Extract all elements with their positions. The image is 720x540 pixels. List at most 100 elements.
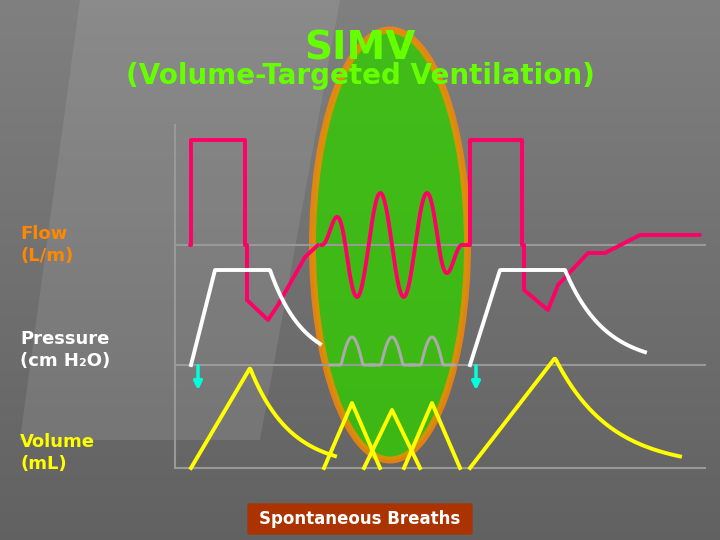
- Bar: [0, 336, 720, 340]
- Bar: [0, 342, 720, 346]
- Ellipse shape: [312, 30, 467, 460]
- Bar: [0, 488, 720, 491]
- Bar: [0, 355, 720, 359]
- Bar: [0, 123, 720, 127]
- Bar: [0, 388, 720, 392]
- Bar: [0, 396, 720, 400]
- Bar: [0, 436, 720, 440]
- Bar: [0, 309, 720, 313]
- Bar: [0, 374, 720, 378]
- Bar: [0, 104, 720, 108]
- Bar: [0, 363, 720, 367]
- Text: Spontaneous Breaths: Spontaneous Breaths: [259, 510, 461, 528]
- Bar: [0, 142, 720, 146]
- Bar: [0, 99, 720, 103]
- Bar: [0, 377, 720, 381]
- Bar: [0, 507, 720, 510]
- FancyBboxPatch shape: [248, 504, 472, 534]
- Bar: [0, 493, 720, 497]
- Bar: [0, 442, 720, 446]
- Bar: [0, 196, 720, 200]
- Bar: [0, 258, 720, 262]
- Bar: [0, 69, 720, 73]
- Bar: [0, 231, 720, 235]
- Bar: [0, 358, 720, 362]
- Bar: [0, 118, 720, 122]
- Bar: [0, 301, 720, 305]
- Bar: [0, 480, 720, 483]
- Bar: [0, 93, 720, 97]
- Bar: [0, 291, 720, 294]
- Bar: [0, 147, 720, 151]
- Bar: [0, 83, 720, 86]
- Bar: [0, 61, 720, 65]
- Bar: [0, 45, 720, 49]
- Bar: [0, 126, 720, 130]
- Bar: [0, 53, 720, 57]
- Bar: [0, 234, 720, 238]
- Bar: [0, 334, 720, 338]
- Bar: [0, 21, 720, 24]
- Bar: [0, 272, 720, 275]
- Bar: [0, 174, 720, 178]
- Bar: [0, 212, 720, 216]
- Bar: [0, 528, 720, 532]
- Bar: [0, 426, 720, 429]
- Bar: [0, 466, 720, 470]
- Bar: [0, 223, 720, 227]
- Bar: [0, 282, 720, 286]
- Bar: [0, 85, 720, 89]
- Bar: [0, 88, 720, 92]
- Bar: [0, 417, 720, 421]
- Bar: [0, 164, 720, 167]
- Bar: [0, 277, 720, 281]
- Bar: [0, 350, 720, 354]
- Bar: [0, 56, 720, 59]
- Bar: [0, 428, 720, 432]
- Bar: [0, 10, 720, 14]
- Bar: [0, 404, 720, 408]
- Bar: [0, 434, 720, 437]
- Bar: [0, 210, 720, 213]
- Bar: [0, 18, 720, 22]
- Bar: [0, 474, 720, 478]
- Bar: [0, 218, 720, 221]
- Bar: [0, 115, 720, 119]
- Bar: [0, 390, 720, 394]
- Bar: [0, 2, 720, 5]
- Bar: [0, 469, 720, 472]
- Bar: [0, 226, 720, 230]
- Bar: [0, 23, 720, 27]
- Bar: [0, 191, 720, 194]
- Bar: [0, 156, 720, 159]
- Bar: [0, 201, 720, 205]
- Bar: [0, 312, 720, 316]
- Bar: [0, 299, 720, 302]
- Bar: [0, 490, 720, 494]
- Bar: [0, 455, 720, 459]
- Bar: [0, 37, 720, 40]
- Bar: [0, 247, 720, 251]
- Bar: [0, 183, 720, 186]
- Bar: [0, 328, 720, 332]
- Bar: [0, 385, 720, 389]
- Bar: [0, 423, 720, 427]
- Bar: [0, 361, 720, 365]
- Bar: [0, 415, 720, 419]
- Bar: [0, 169, 720, 173]
- Bar: [0, 72, 720, 76]
- Bar: [0, 161, 720, 165]
- Bar: [0, 145, 720, 148]
- Bar: [0, 458, 720, 462]
- Bar: [0, 274, 720, 278]
- Polygon shape: [20, 0, 340, 440]
- Bar: [0, 29, 720, 32]
- Bar: [0, 204, 720, 208]
- Bar: [0, 461, 720, 464]
- Bar: [0, 264, 720, 267]
- Bar: [0, 239, 720, 243]
- Bar: [0, 320, 720, 324]
- Bar: [0, 166, 720, 170]
- Bar: [0, 0, 720, 3]
- Bar: [0, 266, 720, 270]
